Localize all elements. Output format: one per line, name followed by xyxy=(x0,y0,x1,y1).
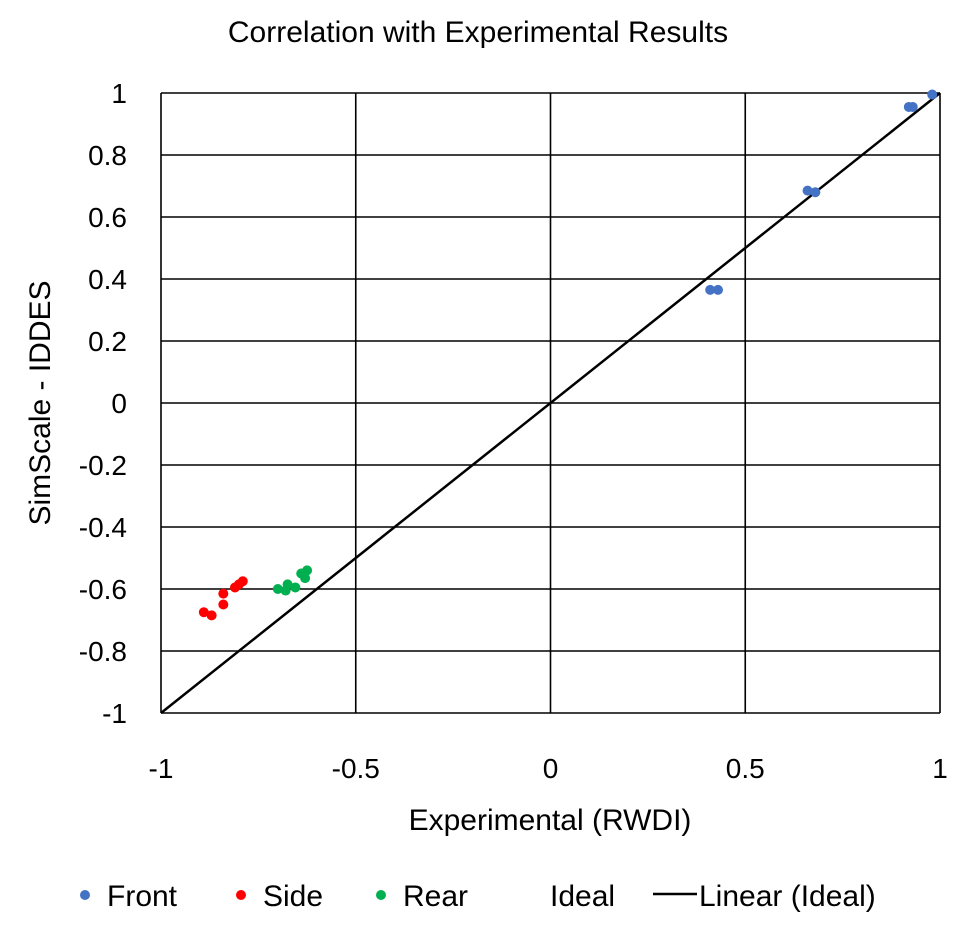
legend-label-side: Side xyxy=(263,880,323,913)
legend-marker-front xyxy=(80,890,90,900)
y-tick-label: 0.4 xyxy=(88,264,127,295)
legend-label-front: Front xyxy=(107,880,178,913)
point-side xyxy=(218,599,229,610)
y-axis-label: SimScale - IDDES xyxy=(24,280,57,525)
point-rear xyxy=(272,584,283,594)
y-tick-label: -1 xyxy=(102,698,127,729)
x-tick-label: 1 xyxy=(932,753,948,784)
y-tick-label: 0.8 xyxy=(88,140,127,171)
point-front xyxy=(810,187,821,198)
y-tick-label: 0 xyxy=(111,388,127,419)
legend-label-linear-ideal: Linear (Ideal) xyxy=(699,880,876,913)
y-tick-label: -0.8 xyxy=(79,636,127,667)
legend: Front Side Rear Ideal Linear (Ideal) xyxy=(80,880,876,913)
y-tick-label: -0.4 xyxy=(79,512,127,543)
x-tick-label: 0 xyxy=(543,753,559,784)
x-axis-label: Experimental (RWDI) xyxy=(409,804,692,837)
point-rear xyxy=(290,582,301,593)
point-side xyxy=(218,588,229,599)
data-points xyxy=(198,89,938,621)
x-tick-label: -1 xyxy=(149,753,174,784)
point-side xyxy=(206,610,217,621)
point-rear xyxy=(300,573,311,584)
y-tick-label: 0.2 xyxy=(88,326,127,357)
point-side xyxy=(237,576,248,587)
point-front xyxy=(907,101,918,112)
point-front xyxy=(705,284,716,295)
point-front xyxy=(802,185,813,196)
point-front xyxy=(927,89,938,100)
point-front xyxy=(712,284,723,295)
chart-title: Correlation with Experimental Results xyxy=(228,16,728,49)
y-tick-labels: 1 0.8 0.6 0.4 0.2 0 -0.2 -0.4 -0.6 -0.8 -1 xyxy=(79,78,127,729)
legend-label-ideal: Ideal xyxy=(550,880,615,913)
point-rear xyxy=(282,579,293,590)
trendline-group xyxy=(160,92,941,714)
y-tick-label: 1 xyxy=(111,78,127,109)
point-rear xyxy=(302,565,313,576)
x-tick-label: -0.5 xyxy=(332,753,380,784)
legend-marker-rear xyxy=(376,890,386,900)
y-tick-label: -0.2 xyxy=(79,450,127,481)
y-tick-label: 0.6 xyxy=(88,202,127,233)
trendline-ideal xyxy=(160,92,941,714)
legend-label-rear: Rear xyxy=(403,880,468,913)
point-side xyxy=(198,607,209,618)
x-tick-label: 0.5 xyxy=(726,753,765,784)
x-tick-labels: -1 -0.5 0 0.5 1 xyxy=(149,753,948,784)
y-tick-label: -0.6 xyxy=(79,574,127,605)
legend-marker-side xyxy=(236,890,246,900)
